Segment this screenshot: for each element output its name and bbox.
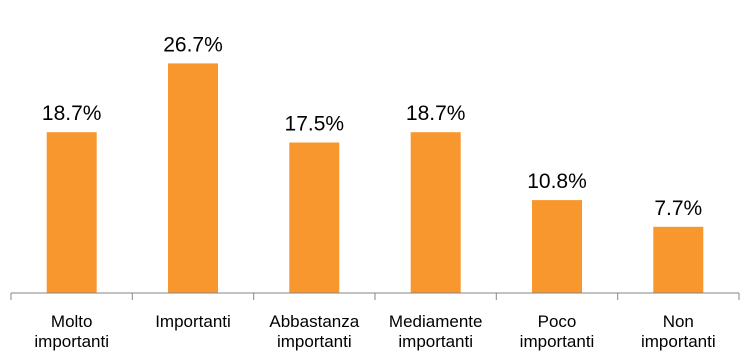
category-label-line: Mediamente [389, 312, 483, 331]
x-axis [10, 292, 740, 300]
data-labels-group: 18.7% 26.7% 17.5% 18.7% 10.8% 7.7% [42, 33, 702, 219]
bars-group [46, 63, 704, 294]
bar-1 [46, 132, 97, 293]
bar-2 [168, 63, 218, 294]
category-label-line: importanti [34, 332, 109, 351]
data-label-4: 18.7% [406, 102, 466, 125]
category-label-3: Abbastanza importanti [269, 312, 359, 351]
category-label-line: importanti [520, 332, 595, 351]
category-label-line: importanti [641, 332, 716, 351]
category-label-line: Abbastanza [269, 312, 359, 331]
category-label-line: Poco [538, 312, 577, 331]
category-label-line: Importanti [155, 312, 231, 331]
data-label-1: 18.7% [42, 102, 102, 125]
data-label-2: 26.7% [163, 33, 223, 56]
bar-6 [653, 226, 704, 293]
category-label-line: importanti [398, 332, 473, 351]
data-label-6: 7.7% [654, 197, 702, 220]
category-label-1: Molto importanti [34, 312, 109, 351]
bar-4 [410, 132, 461, 293]
bar-3 [289, 142, 340, 293]
category-label-4: Mediamente importanti [389, 312, 483, 351]
data-label-3: 17.5% [285, 113, 345, 136]
category-label-2: Importanti [155, 312, 231, 331]
bar-5 [532, 200, 582, 293]
category-label-line: Molto [51, 312, 93, 331]
category-label-line: Non [663, 312, 694, 331]
data-label-5: 10.8% [527, 170, 587, 193]
category-label-5: Poco importanti [520, 312, 595, 351]
category-label-6: Non importanti [641, 312, 716, 351]
category-label-line: importanti [277, 332, 352, 351]
